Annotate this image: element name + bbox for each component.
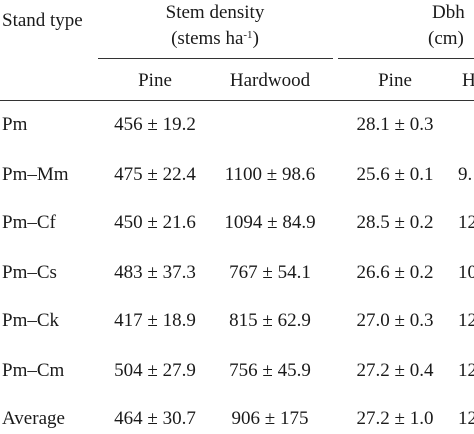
cell-dbh-hardwood: 9.	[458, 164, 473, 185]
unit-close: )	[252, 28, 259, 49]
subheader-density-hardwood: Hardwood	[229, 70, 311, 91]
cell-dbh-hardwood: 12	[458, 360, 474, 381]
cell-dbh-hardwood: 12	[458, 212, 474, 233]
header-bottom-rule	[0, 100, 474, 101]
subheader-density-pine: Pine	[138, 70, 172, 91]
cell-stand: Pm–Cm	[2, 360, 65, 381]
cell-stand: Average	[2, 408, 65, 429]
stem-density-group-rule	[98, 58, 333, 59]
cell-density-pine: 417 ± 18.9	[114, 310, 196, 331]
cell-density-pine: 504 ± 27.9	[114, 360, 196, 381]
cell-stand: Pm	[2, 114, 28, 135]
header-stem-density-unit: (stems ha-1)	[110, 28, 320, 50]
cell-density-pine: 450 ± 21.6	[114, 212, 196, 233]
header-stand-type: Stand type	[2, 10, 83, 31]
unit-superscript: -1	[243, 29, 253, 41]
cell-dbh-pine: 27.2 ± 1.0	[356, 408, 434, 429]
cell-stand: Pm–Ck	[2, 310, 60, 331]
subheader-dbh-pine: Pine	[378, 70, 412, 91]
cell-density-pine: 464 ± 30.7	[114, 408, 196, 429]
dbh-group-rule	[338, 58, 474, 59]
cell-dbh-pine: 28.1 ± 0.3	[356, 114, 434, 135]
cell-density-hardwood: 767 ± 54.1	[229, 262, 311, 283]
cell-density-hardwood: 1094 ± 84.9	[224, 212, 316, 233]
cell-dbh-pine: 27.2 ± 0.4	[356, 360, 434, 381]
cell-dbh-hardwood: 10	[458, 262, 474, 283]
cell-dbh-hardwood: 12	[458, 408, 474, 429]
cell-density-hardwood: 815 ± 62.9	[229, 310, 311, 331]
cell-dbh-pine: 26.6 ± 0.2	[356, 262, 434, 283]
cell-dbh-pine: 25.6 ± 0.1	[356, 164, 434, 185]
cell-density-hardwood: 906 ± 175	[231, 408, 309, 429]
header-dbh-unit: (cm)	[428, 28, 464, 49]
cell-dbh-pine: 28.5 ± 0.2	[356, 212, 434, 233]
cell-stand: Pm–Mm	[2, 164, 69, 185]
header-stem-density: Stem density	[165, 2, 265, 23]
cell-dbh-hardwood: 12	[458, 310, 474, 331]
cell-density-hardwood: 1100 ± 98.6	[224, 164, 316, 185]
unit-text: (stems ha	[171, 28, 244, 49]
header-dbh: Dbh	[432, 2, 465, 23]
cell-density-pine: 456 ± 19.2	[114, 114, 196, 135]
cell-density-hardwood: 756 ± 45.9	[229, 360, 311, 381]
cell-dbh-pine: 27.0 ± 0.3	[356, 310, 434, 331]
subheader-dbh-hardwood: H	[462, 70, 474, 91]
cell-stand: Pm–Cf	[2, 212, 56, 233]
cell-density-pine: 475 ± 22.4	[114, 164, 196, 185]
cell-density-pine: 483 ± 37.3	[114, 262, 196, 283]
cell-stand: Pm–Cs	[2, 262, 57, 283]
